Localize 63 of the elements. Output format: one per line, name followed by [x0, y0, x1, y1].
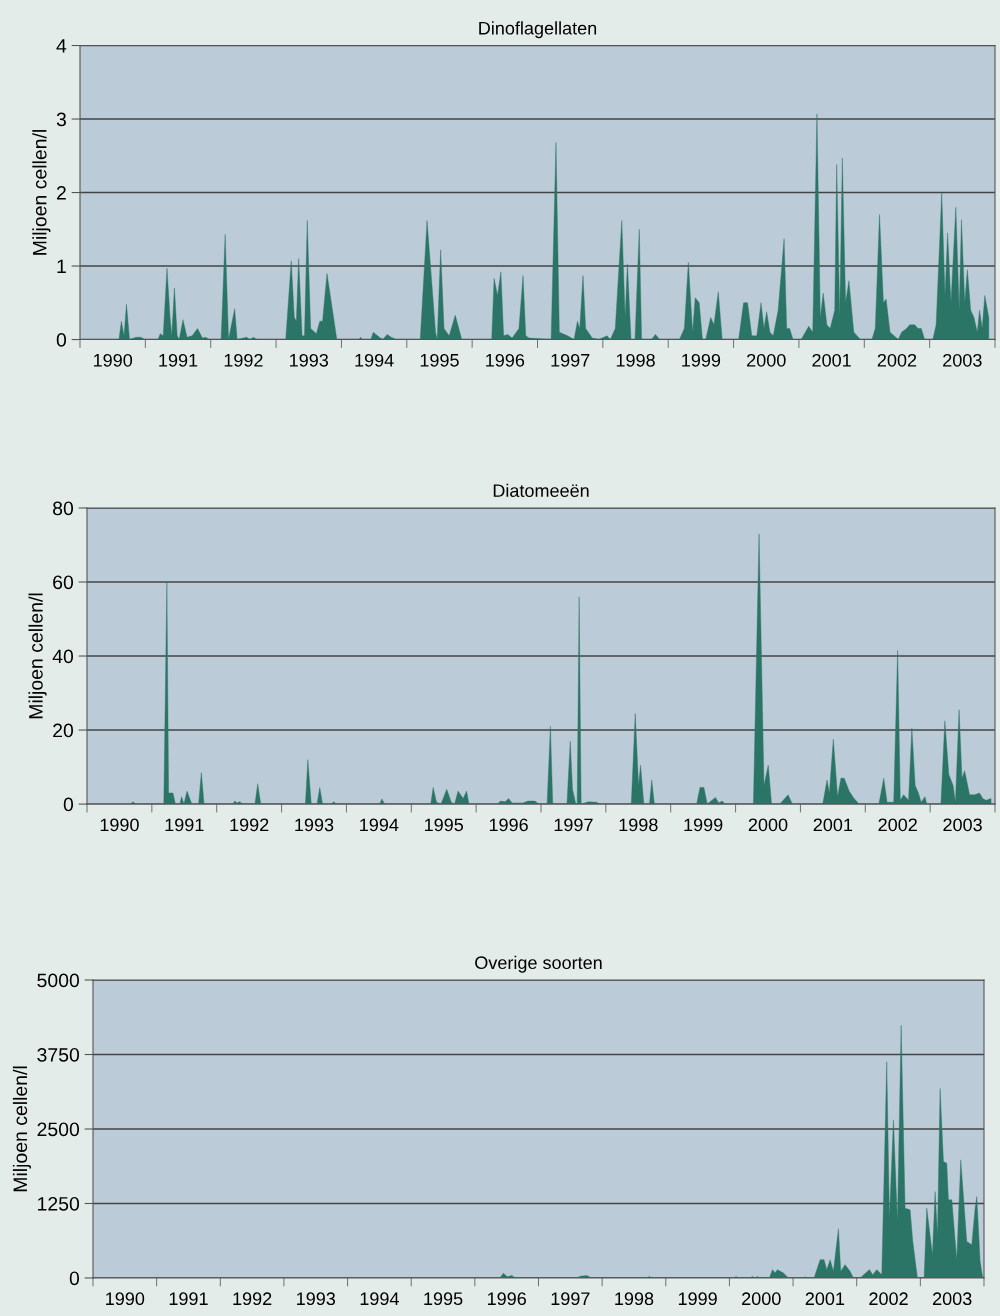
chart-title: Overige soorten — [475, 955, 602, 973]
y-tick-label: 1250 — [38, 1196, 80, 1211]
x-tick-label: 2000 — [747, 353, 786, 367]
x-tick-label: 1991 — [159, 353, 198, 367]
x-tick-label: 2001 — [813, 818, 853, 832]
x-tick-label: 2003 — [943, 818, 982, 832]
x-tick-label: 1995 — [425, 818, 464, 832]
x-tick-label: 1996 — [487, 1292, 526, 1306]
y-axis-title: Miljoen cellen/l — [28, 593, 47, 719]
x-tick-label: 1997 — [551, 1292, 590, 1306]
x-tick-label: 2000 — [742, 1292, 781, 1306]
x-tick-label: 1993 — [290, 353, 329, 367]
x-tick-label: 1992 — [233, 1292, 272, 1306]
x-tick-label: 1998 — [615, 1292, 654, 1306]
x-tick-label: 2002 — [869, 1292, 908, 1306]
x-tick-label: 2000 — [748, 818, 788, 832]
y-tick-label: 0 — [63, 797, 74, 812]
x-tick-label: 1998 — [616, 353, 655, 367]
y-tick-label: 5000 — [37, 973, 80, 988]
y-axis-title: Miljoen cellen/l — [32, 130, 51, 255]
x-tick-label: 2001 — [812, 353, 851, 367]
x-tick-label: 1999 — [684, 818, 723, 832]
x-tick-label: 2002 — [878, 818, 917, 832]
x-tick-label: 1995 — [420, 353, 459, 367]
x-tick-label: 1996 — [486, 353, 525, 367]
y-axis-title: Miljoen cellen/l — [12, 1066, 31, 1192]
chart-title: Dinoflagellaten — [479, 21, 597, 39]
x-tick-label: 1994 — [360, 818, 399, 832]
x-tick-label: 1990 — [106, 1292, 145, 1306]
x-tick-label: 1997 — [551, 353, 590, 367]
y-tick-label: 1 — [57, 259, 66, 274]
x-tick-label: 1991 — [165, 818, 204, 832]
x-tick-label: 2002 — [877, 353, 917, 367]
y-tick-label: 0 — [56, 333, 67, 347]
y-tick-label: 2 — [56, 186, 66, 200]
x-tick-label: 1990 — [100, 818, 139, 832]
x-tick-label: 1998 — [619, 818, 658, 832]
y-tick-label: 20 — [53, 723, 74, 738]
y-tick-label: 0 — [69, 1271, 80, 1286]
x-tick-label: 1999 — [678, 1292, 717, 1306]
x-tick-label: 2003 — [943, 353, 982, 367]
x-tick-label: 1993 — [295, 818, 334, 832]
x-tick-label: 1999 — [682, 353, 721, 367]
y-tick-label: 80 — [53, 501, 74, 516]
x-tick-label: 1994 — [355, 353, 394, 367]
chart-title: Diatomeeën — [493, 483, 589, 498]
x-tick-label: 1997 — [554, 818, 593, 832]
x-tick-label: 1991 — [169, 1292, 208, 1306]
x-tick-label: 1992 — [230, 818, 269, 832]
x-tick-label: 2003 — [933, 1292, 972, 1306]
x-tick-label: 2001 — [805, 1292, 845, 1306]
y-tick-label: 4 — [56, 39, 67, 53]
y-tick-label: 2500 — [37, 1122, 80, 1137]
x-tick-label: 1995 — [424, 1292, 463, 1306]
x-tick-label: 1994 — [360, 1292, 399, 1306]
y-tick-label: 40 — [52, 649, 74, 664]
x-tick-label: 1990 — [93, 353, 133, 367]
y-tick-label: 60 — [53, 575, 74, 590]
x-tick-label: 1996 — [489, 818, 528, 832]
y-tick-label: 3750 — [37, 1047, 80, 1062]
y-tick-label: 3 — [56, 112, 66, 127]
x-tick-label: 1992 — [224, 353, 263, 367]
x-tick-label: 1993 — [297, 1292, 336, 1306]
